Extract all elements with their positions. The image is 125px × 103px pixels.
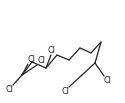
- Text: Cl: Cl: [61, 87, 69, 96]
- Text: Cl: Cl: [28, 55, 36, 64]
- Text: Cl: Cl: [47, 46, 55, 55]
- Text: Cl: Cl: [104, 76, 112, 85]
- Text: Cl: Cl: [5, 85, 13, 94]
- Text: Cl: Cl: [37, 56, 45, 65]
